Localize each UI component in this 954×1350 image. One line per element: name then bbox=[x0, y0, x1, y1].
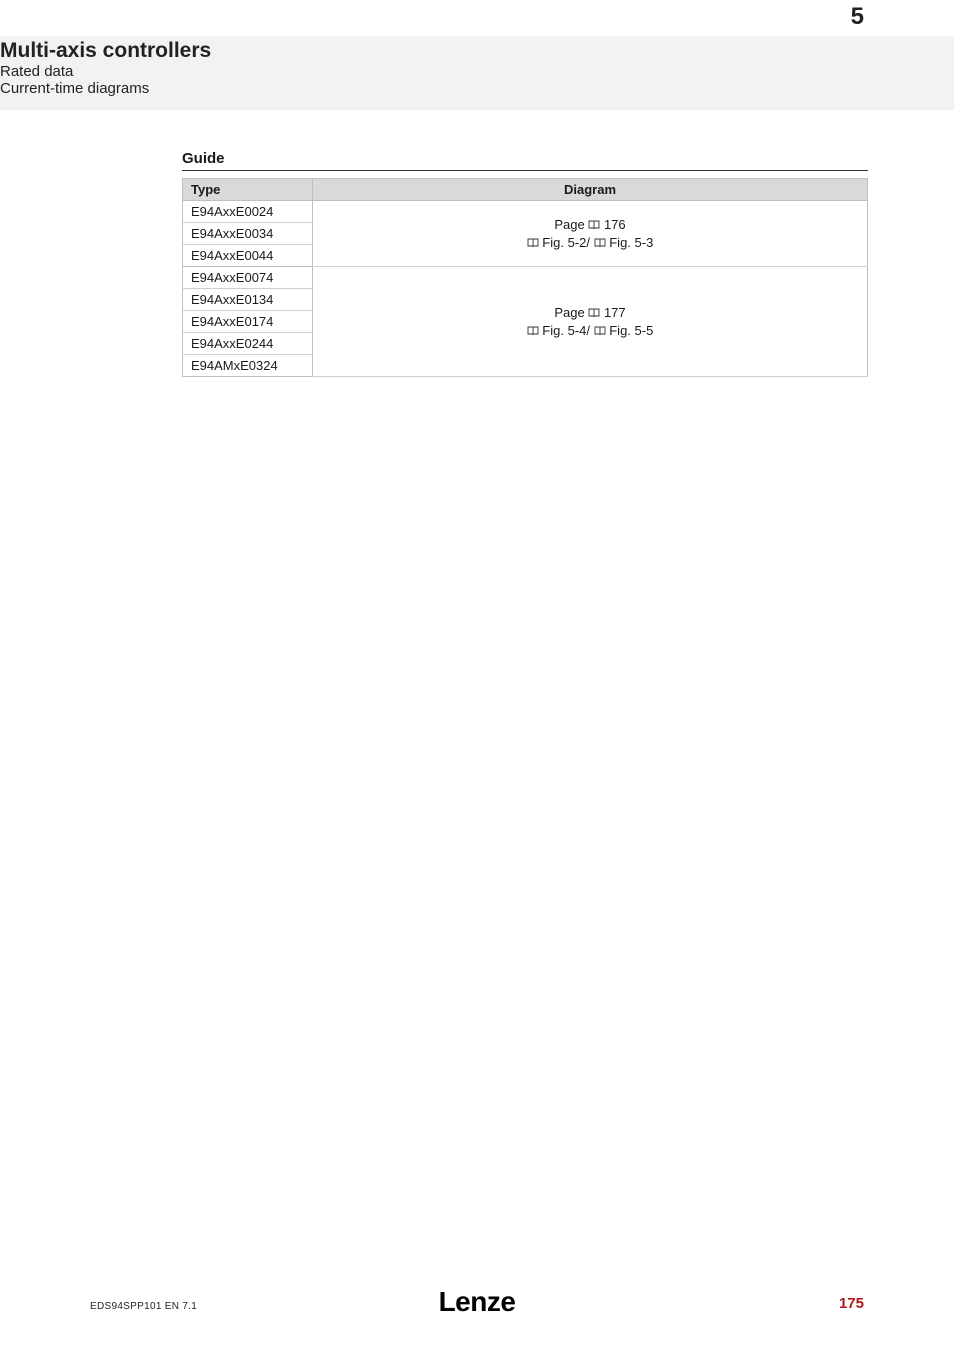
page-label: Page bbox=[554, 217, 584, 232]
book-icon bbox=[594, 235, 606, 245]
table-row: E94AxxE0074 Page 177 Fig. 5-4/ Fig. 5-5 bbox=[183, 267, 868, 289]
guide-heading: Guide bbox=[182, 150, 225, 167]
footer: EDS94SPP101 EN 7.1 Lenze 175 bbox=[0, 1272, 954, 1312]
diagram-cell: Page 177 Fig. 5-4/ Fig. 5-5 bbox=[313, 267, 868, 377]
page: Multi-axis controllers Rated data Curren… bbox=[0, 0, 954, 1350]
type-cell: E94AxxE0134 bbox=[183, 289, 313, 311]
page-label: Page bbox=[554, 305, 584, 320]
type-cell: E94AxxE0024 bbox=[183, 201, 313, 223]
fig-ref-a: Fig. 5-4 bbox=[542, 323, 586, 338]
type-cell: E94AMxE0324 bbox=[183, 355, 313, 377]
type-cell: E94AxxE0074 bbox=[183, 267, 313, 289]
brand-logo: Lenze bbox=[439, 1286, 516, 1318]
book-icon bbox=[527, 235, 539, 245]
page-number-ref: 176 bbox=[604, 217, 626, 232]
chapter-title: Multi-axis controllers bbox=[0, 36, 954, 63]
col-header-diagram: Diagram bbox=[313, 179, 868, 201]
fig-ref-a: Fig. 5-2 bbox=[542, 235, 586, 250]
chapter-subtitle-1: Rated data bbox=[0, 63, 954, 80]
guide-heading-rule bbox=[182, 170, 868, 171]
type-cell: E94AxxE0174 bbox=[183, 311, 313, 333]
header-band: Multi-axis controllers Rated data Curren… bbox=[0, 36, 954, 110]
book-icon bbox=[594, 323, 606, 333]
col-header-type: Type bbox=[183, 179, 313, 201]
type-cell: E94AxxE0044 bbox=[183, 245, 313, 267]
fig-ref-b: Fig. 5-3 bbox=[609, 235, 653, 250]
page-number: 175 bbox=[839, 1295, 864, 1312]
book-icon bbox=[527, 323, 539, 333]
chapter-subtitle-2: Current-time diagrams bbox=[0, 80, 954, 97]
diagram-cell: Page 176 Fig. 5-2/ Fig. 5-3 bbox=[313, 201, 868, 267]
page-number-ref: 177 bbox=[604, 305, 626, 320]
table-header-row: Type Diagram bbox=[183, 179, 868, 201]
book-icon bbox=[588, 217, 600, 227]
doc-id: EDS94SPP101 EN 7.1 bbox=[90, 1301, 197, 1312]
fig-ref-b: Fig. 5-5 bbox=[609, 323, 653, 338]
book-icon bbox=[588, 305, 600, 315]
table-row: E94AxxE0024 Page 176 Fig. 5-2/ Fig. 5-3 bbox=[183, 201, 868, 223]
type-cell: E94AxxE0244 bbox=[183, 333, 313, 355]
guide-table: Type Diagram E94AxxE0024 Page 176 Fig. 5… bbox=[182, 178, 868, 377]
chapter-number: 5 bbox=[851, 3, 864, 31]
type-cell: E94AxxE0034 bbox=[183, 223, 313, 245]
